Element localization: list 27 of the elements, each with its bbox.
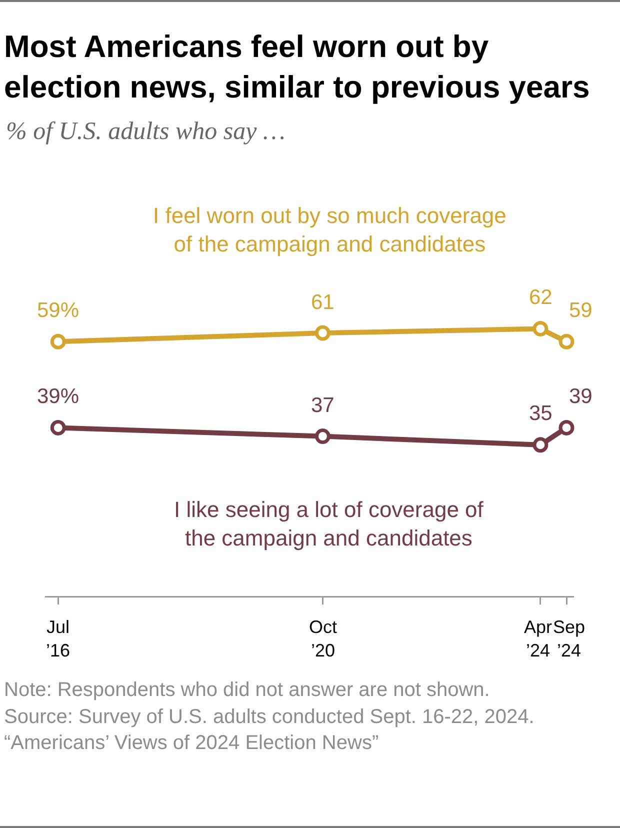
data-label: 37 — [311, 394, 334, 417]
text: “Americans’ Views of 2024 Election News” — [4, 732, 379, 754]
point — [50, 420, 66, 436]
data-label: 59 — [569, 299, 592, 322]
point — [314, 428, 330, 444]
text: Note: Respondents who did not answer are not shown. — [4, 679, 490, 701]
point — [50, 334, 66, 350]
data-label: 35 — [529, 402, 552, 425]
x-tick-label: Oct ’20 — [309, 617, 338, 660]
x-tick-label: Jul ’16 — [46, 617, 70, 660]
text: I feel worn out by so much coverage of the campaign and candidates — [153, 203, 506, 257]
x-tick-label: Apr ’24 — [524, 617, 552, 660]
point — [532, 320, 548, 336]
point — [314, 325, 330, 341]
point — [532, 437, 548, 453]
data-label: 59% — [37, 299, 80, 322]
text: I like seeing a lot of coverage of the campaign and candidates — [174, 497, 484, 551]
source-note: Source: Survey of U.S. adults conducted Sept. 16-22, 2024. — [4, 706, 534, 728]
data-label: 62 — [529, 286, 552, 309]
point — [558, 420, 574, 436]
data-label: 39% — [37, 385, 80, 408]
data-label: 39 — [569, 385, 592, 408]
x-tick-label: Sep ’24 — [553, 617, 586, 660]
chart-subtitle: % of U.S. adults who say … — [6, 118, 286, 145]
chart-title: Most Americans feel worn out by election news, similar to previous years — [4, 29, 590, 104]
data-label: 61 — [311, 291, 334, 314]
point — [558, 334, 574, 350]
